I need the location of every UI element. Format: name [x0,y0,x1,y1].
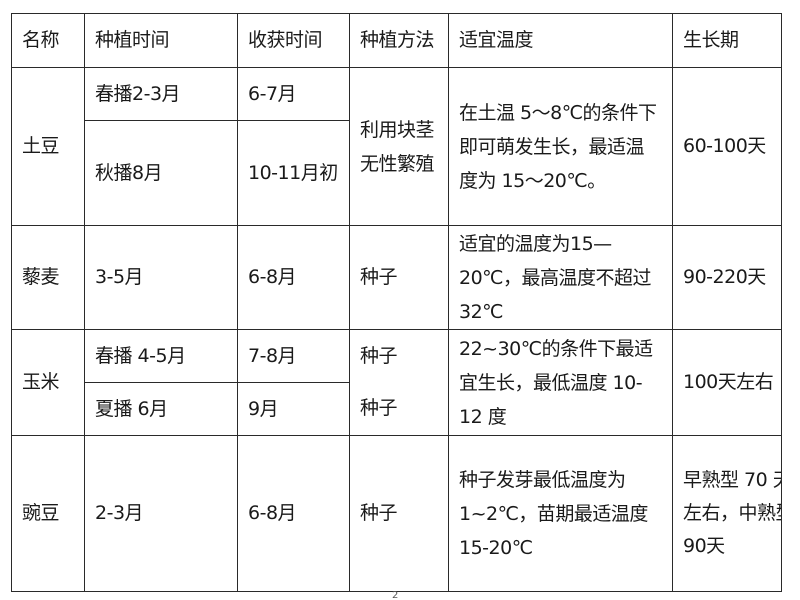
pea-growth-line: 左右，中熟型 [683,502,781,524]
cell-corn-temperature: 22~30℃的条件下最适宜生长，最低温度 10-12 度 [448,329,673,436]
cell-quinoa-method: 种子 [349,225,449,330]
cell-corn-spring-harvest: 7-8月 [237,329,350,383]
header-cell-harvest-time: 收获时间 [237,13,350,68]
cell-pea-temperature: 种子发芽最低温度为 1~2℃，苗期最适温度 15-20℃ [448,435,673,592]
cell-potato-spring-plant: 春播2-3月 [84,67,238,121]
table-row-potato-autumn: 秋播8月 10-11月初 [12,120,782,226]
table-row-corn-spring: 玉米 春播 4-5月 7-8月 种子 22~30℃的条件下最适宜生长，最低温度 … [11,329,782,436]
cell-quinoa-name: 藜麦 [11,225,85,330]
cell-potato-method: 利用块茎无性繁殖 [349,67,449,226]
crop-planting-table: 名称 种植时间 收获时间 种植方法 适宜温度 生长期 土豆 春播2-3月 6-7… [11,13,782,592]
cell-pea-plant: 2-3月 [84,435,238,592]
cell-corn-spring-plant: 春播 4-5月 [84,329,238,383]
cell-pea-harvest: 6-8月 [237,435,350,592]
cell-pea-name: 豌豆 [11,435,85,592]
cell-potato-autumn-harvest: 10-11月初 [237,120,350,226]
cell-pea-method: 种子 [349,435,449,592]
header-cell-growth: 生长期 [672,13,782,68]
cell-corn-name: 玉米 [11,329,85,436]
table-row-corn-summer: 夏播 6月 9月 种子 [12,382,782,436]
cell-potato-growth: 60-100天 [672,67,782,226]
cell-corn-summer-plant: 夏播 6月 [84,382,238,436]
cell-potato-temperature: 在土温 5～8℃的条件下即可萌发生长，最适温度为 15～20℃。 [448,67,673,226]
table-row-potato-spring: 土豆 春播2-3月 6-7月 利用块茎无性繁殖 在土温 5～8℃的条件下即可萌发… [11,67,782,226]
header-cell-plant-time: 种植时间 [84,13,238,68]
header-cell-method: 种植方法 [349,13,449,68]
cell-potato-name: 土豆 [11,67,85,226]
pea-growth-line: 90天 [683,535,725,557]
cell-corn-growth: 100天左右 [672,329,782,436]
cell-potato-spring-harvest: 6-7月 [237,67,350,121]
cell-corn-summer-method: 种子 [349,382,449,436]
cell-quinoa-growth: 90-220天 [672,225,782,330]
cell-corn-spring-method: 种子 [349,329,449,383]
cell-corn-summer-harvest: 9月 [237,382,350,436]
header-cell-name: 名称 [11,13,85,68]
cell-quinoa-harvest: 6-8月 [237,225,350,330]
cell-pea-growth: 早熟型 70 天 左右，中熟型 90天 [672,435,782,592]
cell-quinoa-temperature: 适宜的温度为15—20℃，最高温度不超过32℃ [448,225,673,330]
header-cell-temperature: 适宜温度 [448,13,673,68]
cell-potato-autumn-plant: 秋播8月 [84,120,238,226]
table-row-quinoa: 藜麦 3-5月 6-8月 种子 适宜的温度为15—20℃，最高温度不超过32℃ … [11,225,782,330]
pea-growth-line: 早熟型 70 天 [683,469,782,491]
cell-quinoa-plant: 3-5月 [84,225,238,330]
page-number: 2 [392,590,399,600]
table-row-pea: 豌豆 2-3月 6-8月 种子 种子发芽最低温度为 1~2℃，苗期最适温度 15… [11,435,782,592]
header-row: 名称 种植时间 收获时间 种植方法 适宜温度 生长期 [11,13,782,68]
